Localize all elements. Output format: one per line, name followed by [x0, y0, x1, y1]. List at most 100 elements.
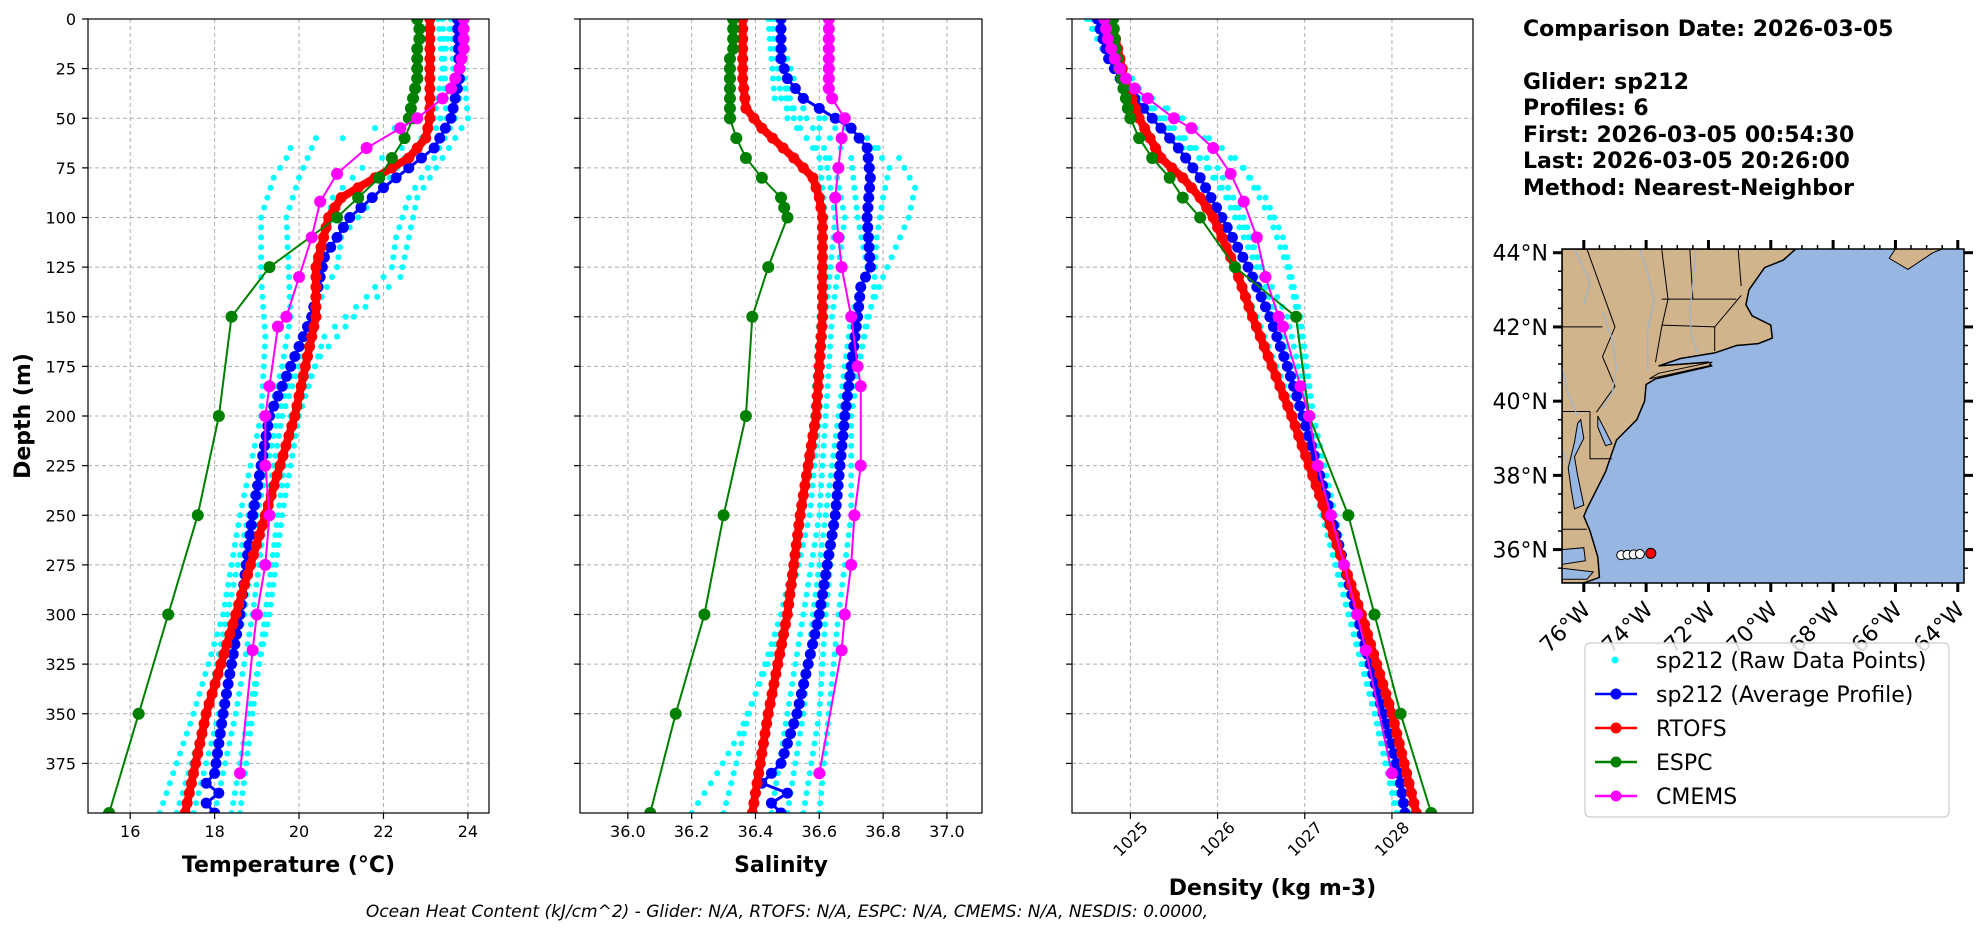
raw-data-point — [272, 452, 279, 459]
raw-data-point — [166, 780, 173, 787]
raw-data-point — [852, 194, 859, 201]
raw-data-point — [803, 790, 810, 797]
raw-data-point — [240, 780, 247, 787]
raw-data-point — [1345, 611, 1352, 618]
glider-marker — [829, 112, 841, 124]
glider-marker — [445, 112, 457, 124]
rtofs-marker — [1194, 192, 1206, 204]
raw-data-point — [1249, 254, 1256, 261]
espc-marker — [407, 92, 420, 105]
raw-data-point — [1274, 293, 1281, 300]
glider-marker — [816, 589, 828, 601]
raw-data-point — [272, 422, 279, 429]
raw-data-point — [1176, 135, 1183, 142]
rtofs-marker — [766, 132, 778, 144]
raw-data-point — [239, 502, 246, 509]
rtofs-marker — [192, 747, 204, 759]
raw-data-point — [1156, 115, 1163, 122]
rtofs-marker — [781, 609, 793, 620]
raw-data-point — [822, 621, 829, 628]
cmems-marker — [813, 767, 826, 780]
rtofs-marker — [766, 688, 778, 700]
raw-data-point — [261, 204, 268, 211]
cmems-marker — [1294, 380, 1307, 393]
raw-data-point — [817, 492, 824, 499]
raw-data-point — [444, 35, 451, 42]
glider-marker — [1390, 757, 1402, 769]
cmems-marker — [1207, 142, 1220, 155]
raw-data-point — [1280, 254, 1287, 261]
raw-data-point — [284, 234, 291, 241]
y-tick-label: 150 — [45, 308, 76, 327]
glider-marker — [1382, 728, 1394, 740]
raw-data-point — [190, 810, 197, 813]
raw-data-point — [749, 700, 756, 707]
raw-data-point — [806, 770, 813, 777]
raw-data-point — [1218, 184, 1225, 191]
raw-data-point — [271, 542, 278, 549]
raw-data-point — [834, 621, 841, 628]
raw-data-point — [1290, 343, 1297, 350]
rtofs-marker — [737, 23, 749, 35]
rtofs-marker — [424, 23, 436, 35]
raw-data-point — [816, 810, 823, 813]
raw-data-point — [848, 422, 855, 429]
raw-data-point — [826, 482, 833, 489]
raw-data-point — [228, 810, 235, 813]
glider-marker — [1226, 231, 1238, 243]
cmems-marker — [1272, 310, 1285, 323]
glider-marker — [439, 122, 451, 134]
raw-data-point — [871, 274, 878, 281]
glider-marker — [775, 19, 787, 25]
rtofs-marker — [756, 747, 768, 759]
rtofs-marker — [1374, 668, 1386, 680]
glider-marker — [214, 728, 226, 740]
raw-data-point — [234, 700, 241, 707]
rtofs-marker — [308, 321, 320, 333]
raw-data-point — [730, 740, 737, 747]
raw-data-point — [725, 750, 732, 757]
cmems-marker — [822, 52, 835, 65]
raw-data-point — [1293, 353, 1300, 360]
raw-data-point — [826, 353, 833, 360]
raw-data-point — [249, 710, 256, 717]
temperature-panel: 16 18 20 22 24 0 25 50 75 100 125 150 175 200 225 250 27… — [11, 10, 490, 878]
raw-data-point — [775, 75, 782, 82]
glider-marker — [1221, 221, 1233, 233]
glider-marker — [403, 162, 415, 174]
glider-marker — [222, 678, 234, 690]
raw-data-point — [328, 274, 335, 281]
glider-marker — [765, 797, 777, 809]
rtofs-marker — [776, 638, 788, 650]
glider-marker — [861, 142, 873, 154]
raw-data-point — [1288, 283, 1295, 290]
raw-data-point — [882, 184, 889, 191]
cmems-marker — [1276, 320, 1289, 333]
raw-data-point — [1277, 244, 1284, 251]
x-tick-label: 36.0 — [610, 822, 646, 841]
map-lat-label: 40°N — [1493, 390, 1548, 415]
rtofs-marker — [762, 708, 774, 720]
raw-data-point — [231, 790, 238, 797]
rtofs-marker — [312, 251, 324, 263]
raw-data-point — [269, 551, 276, 558]
raw-data-point — [393, 234, 400, 241]
raw-data-point — [249, 452, 256, 459]
rtofs-marker — [816, 251, 828, 263]
raw-data-point — [388, 264, 395, 271]
first-time: First: 2026-03-05 00:54:30 — [1523, 123, 1854, 148]
glider-marker — [789, 82, 801, 94]
raw-data-point — [817, 690, 824, 697]
raw-data-point — [180, 740, 187, 747]
raw-data-point — [707, 780, 714, 787]
raw-data-point — [183, 730, 190, 737]
plot-area — [644, 19, 918, 813]
raw-data-point — [426, 174, 433, 181]
raw-data-point — [237, 680, 244, 687]
rtofs-marker — [797, 162, 809, 174]
raw-data-point — [1232, 204, 1239, 211]
cmems-marker — [314, 195, 327, 208]
espc-marker — [212, 410, 225, 422]
raw-data-point — [854, 214, 861, 221]
